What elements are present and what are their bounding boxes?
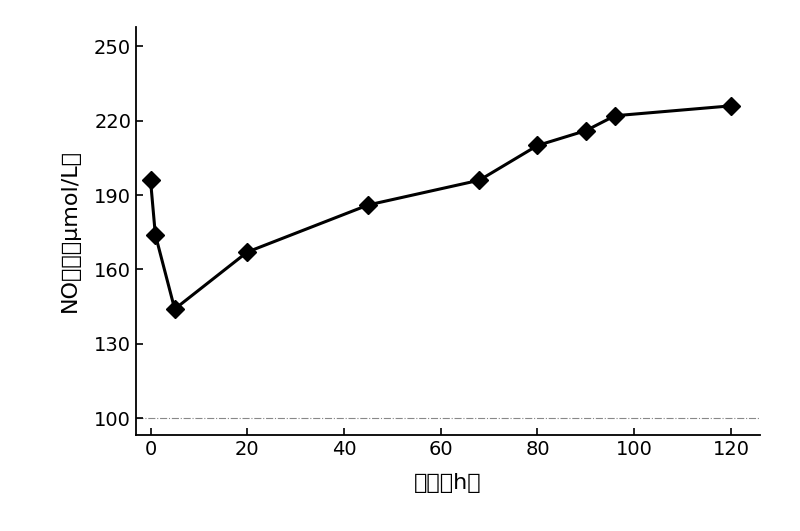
Y-axis label: NO浓度（μmol/L）: NO浓度（μmol/L） — [60, 150, 80, 312]
X-axis label: 时间（h）: 时间（h） — [414, 473, 482, 493]
